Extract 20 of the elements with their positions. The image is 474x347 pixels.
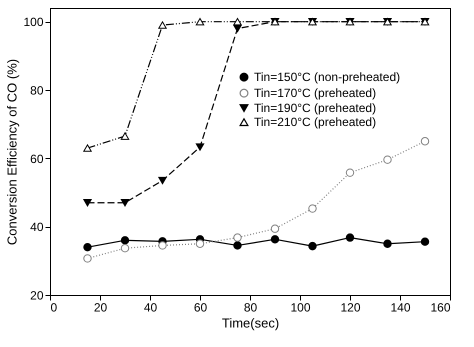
y-tick-label: 20 [30, 288, 44, 302]
x-tick-label: 160 [430, 300, 451, 314]
legend-label: Tin=150°C (non-preheated) [254, 70, 400, 84]
x-tick-label: 0 [50, 300, 58, 314]
legend-label: Tin=170°C (preheated) [254, 86, 376, 100]
y-tick-label: 80 [30, 84, 44, 98]
x-tick-label: 120 [340, 300, 361, 314]
x-tick-label: 140 [390, 300, 411, 314]
y-axis-title: Conversion Efficiency of CO (%) [4, 58, 20, 246]
legend-label: Tin=190°C (preheated) [254, 101, 376, 116]
x-tick-label: 80 [244, 300, 258, 314]
legend-label: Tin=210°C (preheated) [254, 115, 376, 130]
x-tick-label: 20 [94, 300, 108, 314]
x-tick-label: 40 [144, 300, 158, 314]
x-axis-title: Time(sec) [222, 316, 280, 330]
y-tick-label: 40 [30, 220, 44, 234]
x-tick-label: 100 [290, 300, 311, 314]
x-tick-label: 60 [194, 300, 208, 314]
y-tick-label: 60 [30, 152, 44, 166]
y-tick-label: 100 [23, 15, 44, 30]
